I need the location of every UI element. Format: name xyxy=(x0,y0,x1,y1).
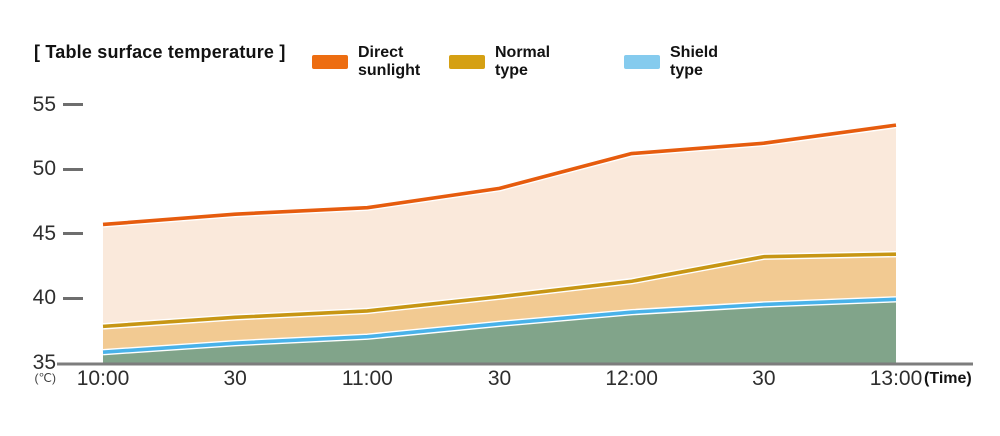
legend-swatch-shield-type xyxy=(624,54,660,69)
x-tick-label-11-00: 11:00 xyxy=(341,367,393,390)
y-axis-unit-label: (℃) xyxy=(34,371,56,385)
x-tick-label-30: 30 xyxy=(223,367,247,390)
x-tick-label-30: 30 xyxy=(487,367,512,390)
y-tick-label-45: 45 xyxy=(32,221,56,245)
legend-item-normal-type: Normal type xyxy=(449,44,567,80)
series-line-normal-type xyxy=(102,252,897,329)
legend-label-direct-sunlight: Direct sunlight xyxy=(358,44,421,79)
x-tick-label-12-00: 12:00 xyxy=(605,367,658,390)
legend-label-normal-type: Normal type xyxy=(495,44,551,79)
x-tick-label-13-00: 13:00 xyxy=(869,367,923,390)
y-tick-label-55: 55 xyxy=(32,92,56,116)
x-axis-unit-label: (Time) xyxy=(924,370,972,387)
y-tick-dash-45 xyxy=(63,232,83,235)
x-tick-label-30: 30 xyxy=(752,367,776,390)
series-line-direct-sunlight xyxy=(102,123,897,227)
legend-item-shield-type: Shield type xyxy=(624,44,742,80)
y-tick-label-40: 40 xyxy=(32,286,56,309)
legend-swatch-normal-type xyxy=(449,54,485,69)
y-tick-dash-50 xyxy=(63,167,83,171)
x-axis-line xyxy=(57,362,973,366)
x-tick-label-10-00: 10:00 xyxy=(76,367,130,390)
legend-swatch-direct-sunlight xyxy=(312,54,348,69)
y-tick-dash-40 xyxy=(63,296,83,300)
series-line-shield-type xyxy=(102,297,897,354)
area-fill-shield-type xyxy=(103,299,896,365)
legend-label-shield-type: Shield type xyxy=(670,44,719,79)
chart-title: [ Table surface temperature ] xyxy=(34,42,286,62)
y-tick-label-35: 35 xyxy=(32,350,56,374)
y-tick-dash-55 xyxy=(63,103,83,106)
legend-item-direct-sunlight: Direct sunlight xyxy=(312,44,430,80)
y-tick-label-50: 50 xyxy=(32,157,56,180)
